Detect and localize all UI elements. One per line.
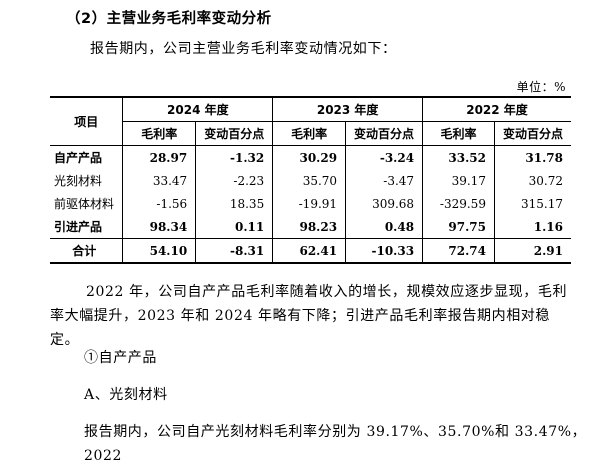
table-row: 合计 54.10 -8.31 62.41 -10.33 72.74 2.91	[50, 238, 571, 264]
year-header-2024: 2024 年度	[122, 96, 274, 122]
table-row: 光刻材料 33.47 -2.23 35.70 -3.47 39.17 30.72	[50, 169, 571, 192]
subsection-self-produced: ①自产产品	[84, 350, 157, 366]
table-cell: 35.70	[272, 169, 347, 192]
row-label: 合计	[50, 238, 124, 264]
table-cell: -1.32	[195, 145, 274, 169]
table-cell: 315.17	[521, 196, 563, 211]
table-row: 前驱体材料 -1.56 18.35 -19.91 309.68 -329.59 315.17	[50, 192, 571, 215]
row-label: 引进产品	[50, 215, 124, 239]
table-cell: -1.56	[122, 192, 197, 215]
row-label: 光刻材料	[50, 169, 124, 192]
table-cell: -2.23	[195, 169, 274, 192]
table-cell: 28.97	[122, 145, 197, 169]
section-heading: （2）主营业务毛利率变动分析	[66, 11, 272, 27]
table-cell: 31.78	[525, 150, 563, 165]
table-cell: 98.34	[122, 215, 197, 239]
item-header: 项目	[50, 96, 124, 146]
sub-header-margin: 毛利率	[422, 121, 495, 146]
table-cell: -3.47	[345, 169, 424, 192]
table-row: 引进产品 98.34 0.11 98.23 0.48 97.75 1.16	[50, 215, 571, 239]
subsection-photoresist: A、光刻材料	[84, 387, 168, 403]
sub-header-margin: 毛利率	[272, 121, 347, 146]
table-cell: -10.33	[345, 238, 424, 264]
table-cell: 33.47	[122, 169, 197, 192]
row-label: 自产产品	[50, 145, 124, 169]
year-header-2022: 2022 年度	[422, 96, 571, 122]
sub-header-change: 变动百分点	[195, 121, 274, 146]
table-cell: 54.10	[122, 238, 197, 264]
table-cell: 0.48	[345, 215, 424, 239]
table-cell: 1.16	[533, 219, 563, 234]
table-cell: 0.11	[195, 215, 274, 239]
table-cell: 98.23	[272, 215, 347, 239]
table-cell: 30.29	[272, 145, 347, 169]
sub-header-change: 变动百分点	[345, 121, 424, 146]
table-cell: 62.41	[272, 238, 347, 264]
table-cell: 72.74	[422, 238, 495, 264]
intro-text: 报告期内，公司主营业务毛利率变动情况如下：	[90, 41, 397, 57]
table-cell: 39.17	[422, 169, 495, 192]
photoresist-paragraph: 报告期内，公司自产光刻材料毛利率分别为 39.17%、35.70%和 33.47…	[84, 424, 587, 464]
year-header-2023: 2023 年度	[272, 96, 424, 122]
table-cell: 33.52	[422, 145, 495, 169]
table-row: 自产产品 28.97 -1.32 30.29 -3.24 33.52 31.78	[50, 145, 571, 169]
table-cell: -329.59	[422, 192, 495, 215]
row-label: 前驱体材料	[50, 192, 124, 215]
table-cell: -19.91	[272, 192, 347, 215]
table-cell: 97.75	[422, 215, 495, 239]
table-cell: 18.35	[195, 192, 274, 215]
unit-label: 单位：%	[516, 80, 566, 94]
table-cell: 309.68	[345, 192, 424, 215]
table-cell: -8.31	[195, 238, 274, 264]
table-cell: 30.72	[528, 173, 563, 188]
sub-header-margin: 毛利率	[122, 121, 197, 146]
table-cell: -3.24	[345, 145, 424, 169]
sub-header-change: 变动百分点	[494, 121, 571, 146]
gross-margin-table: 项目 2024 年度 2023 年度 2022 年度 毛利率 变动百分点 毛利率…	[50, 96, 571, 264]
table-cell: 2.91	[494, 238, 571, 264]
analysis-paragraph: 2022 年，公司自产产品毛利率随着收入的增长，规模效应逐步显现，毛利率大幅提升…	[50, 284, 568, 348]
